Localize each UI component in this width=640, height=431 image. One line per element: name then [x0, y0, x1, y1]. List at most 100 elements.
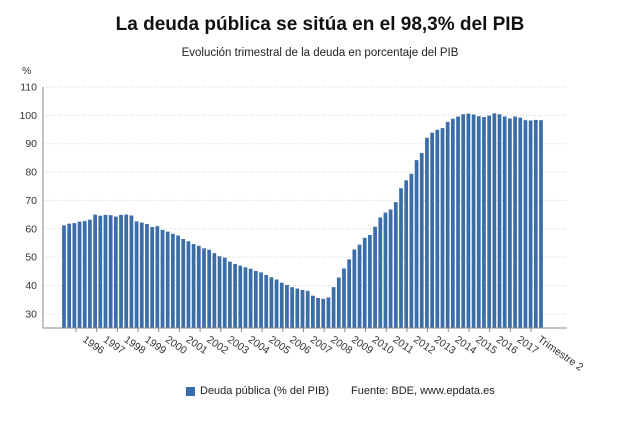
- bar: [176, 235, 180, 328]
- bar: [88, 219, 92, 328]
- x-tick-label: 2015: [473, 334, 499, 357]
- bar: [191, 244, 196, 328]
- bar: [243, 267, 248, 328]
- bar: [72, 223, 77, 328]
- bar: [336, 277, 341, 328]
- bar: [518, 117, 523, 328]
- bar: [108, 215, 113, 328]
- bar: [450, 118, 455, 328]
- bar: [502, 116, 507, 328]
- bar: [539, 120, 543, 328]
- x-tick-label: 2017: [515, 334, 541, 357]
- x-tick-label: 2014: [453, 334, 479, 357]
- bar: [311, 295, 315, 328]
- y-tick-label: 30: [25, 308, 37, 320]
- bar: [134, 221, 139, 328]
- bar: [326, 297, 331, 328]
- bar: [93, 214, 97, 328]
- bar: [67, 223, 72, 328]
- bar: [321, 298, 326, 328]
- bar: [466, 113, 471, 328]
- bar: [165, 231, 170, 328]
- x-tick-label: 2009: [349, 334, 375, 357]
- bar: [362, 237, 367, 328]
- bar: [523, 120, 528, 328]
- bar: [378, 217, 383, 328]
- x-tick-label: 2011: [391, 334, 417, 357]
- bar: [248, 268, 253, 328]
- bar: [113, 216, 118, 328]
- x-tick-label: 2002: [204, 334, 230, 357]
- bar: [238, 265, 243, 328]
- bar: [316, 297, 320, 328]
- bar: [461, 114, 466, 328]
- bar: [492, 113, 497, 329]
- bar: [155, 226, 160, 328]
- y-tick-label: 110: [20, 82, 37, 94]
- y-tick-label: 90: [25, 138, 37, 150]
- bar: [290, 287, 294, 328]
- chart-subtitle: Evolución trimestral de la deuda en porc…: [181, 47, 459, 59]
- bar: [150, 227, 155, 328]
- bar: [373, 226, 377, 328]
- bar: [233, 263, 237, 328]
- bar: [383, 212, 388, 328]
- bar: [357, 244, 362, 328]
- bar: [82, 221, 87, 328]
- bar: [181, 238, 186, 328]
- bar: [274, 279, 279, 328]
- legend: Deuda pública (% del PIB) Fuente: BDE, w…: [186, 385, 495, 397]
- x-tick-label: 2003: [225, 334, 251, 357]
- bar: [409, 173, 414, 328]
- bar: [207, 249, 212, 328]
- bar: [285, 284, 289, 328]
- x-tick-label: 2005: [266, 334, 292, 357]
- bar: [404, 180, 409, 328]
- bar: [269, 277, 274, 328]
- legend-swatch: [186, 386, 195, 396]
- bar: [228, 261, 232, 328]
- y-tick-label: 70: [25, 195, 37, 207]
- bar: [186, 241, 191, 328]
- bar: [264, 274, 269, 328]
- x-tick-label: 2012: [411, 334, 437, 357]
- bar: [393, 202, 398, 328]
- y-tick-label: 40: [25, 280, 37, 292]
- y-tick-label: 100: [19, 110, 37, 122]
- bar: [300, 290, 305, 328]
- bar: [124, 214, 129, 328]
- bar: [528, 120, 533, 328]
- bar: [202, 248, 206, 328]
- bar: [476, 116, 481, 329]
- x-tick-label: 2007: [308, 334, 334, 357]
- bar: [388, 209, 393, 328]
- x-tick-label: 2000: [163, 334, 189, 357]
- bar: [305, 290, 310, 328]
- bar: [440, 128, 445, 328]
- bar: [342, 268, 346, 328]
- bar: [253, 271, 258, 328]
- bar: [497, 114, 502, 328]
- bar: [139, 222, 144, 328]
- bar: [259, 272, 263, 328]
- x-tick-label: 1997: [101, 334, 127, 357]
- bar: [103, 214, 108, 328]
- bar: [445, 121, 450, 328]
- bar: [425, 137, 429, 328]
- bar: [414, 160, 419, 328]
- bar: [533, 119, 538, 329]
- bar: [508, 118, 512, 328]
- bar: [435, 129, 440, 328]
- y-tick-label: 50: [25, 252, 37, 264]
- bar: [119, 214, 123, 328]
- bar: [171, 233, 175, 328]
- x-tick-label: 2008: [328, 334, 354, 357]
- bar: [419, 153, 424, 328]
- x-tick-label: 1996: [80, 334, 106, 357]
- bar: [217, 256, 222, 328]
- bar: [129, 215, 134, 328]
- x-tick-label: Trimestre 2: [535, 334, 585, 374]
- y-tick-label: 80: [25, 167, 37, 179]
- y-axis-unit-label: %: [22, 65, 31, 77]
